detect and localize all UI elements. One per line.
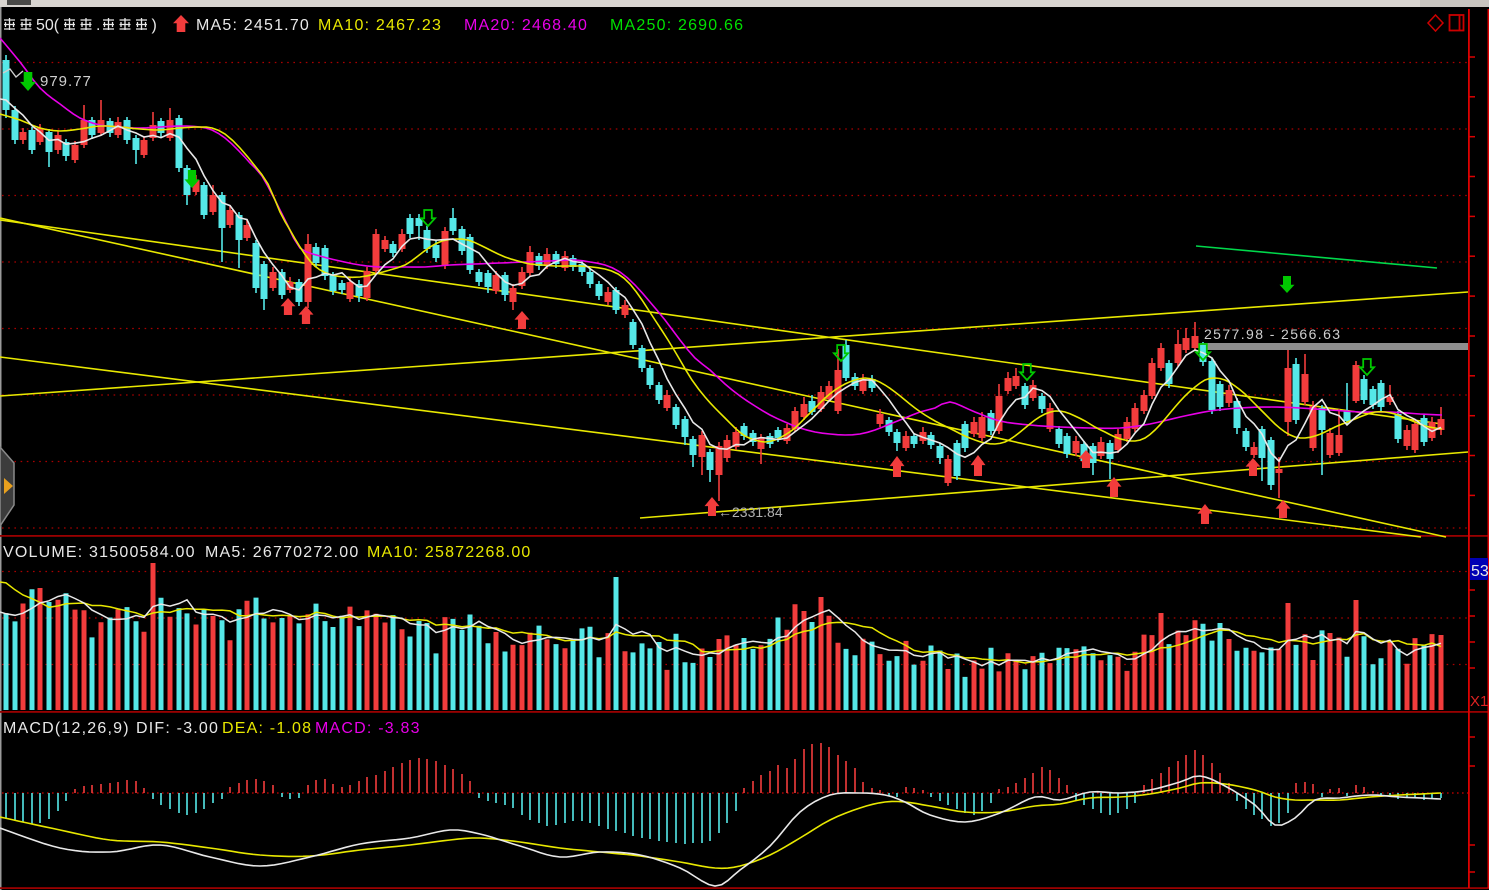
svg-text:50(: 50( xyxy=(36,17,60,34)
svg-text:VOLUME: 31500584.00: VOLUME: 31500584.00 xyxy=(3,544,196,561)
svg-text:): ) xyxy=(152,17,157,34)
svg-text:MACD: -3.83: MACD: -3.83 xyxy=(315,720,421,737)
svg-text:MA5: 26770272.00: MA5: 26770272.00 xyxy=(205,544,359,561)
svg-text:MA250: 2690.66: MA250: 2690.66 xyxy=(610,17,744,34)
svg-text:979.77: 979.77 xyxy=(40,73,92,90)
svg-text:53: 53 xyxy=(1471,563,1489,580)
svg-text:←2331.84: ←2331.84 xyxy=(718,504,783,520)
svg-text:MACD(12,26,9): MACD(12,26,9) xyxy=(3,720,130,737)
svg-text:MA10: 2467.23: MA10: 2467.23 xyxy=(318,17,442,34)
svg-text:.: . xyxy=(96,17,100,34)
svg-text:MA10: 25872268.00: MA10: 25872268.00 xyxy=(367,544,532,561)
svg-text:DEA: -1.08: DEA: -1.08 xyxy=(222,720,312,737)
svg-text:X1: X1 xyxy=(1470,693,1488,710)
svg-text:2577.98 - 2566.63: 2577.98 - 2566.63 xyxy=(1204,326,1341,342)
svg-text:MA5: 2451.70: MA5: 2451.70 xyxy=(196,17,310,34)
svg-text:MA20: 2468.40: MA20: 2468.40 xyxy=(464,17,588,34)
svg-text:DIF: -3.00: DIF: -3.00 xyxy=(136,720,219,737)
